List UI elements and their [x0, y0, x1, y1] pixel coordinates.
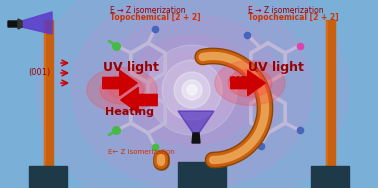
Ellipse shape — [187, 85, 197, 95]
Bar — [178, 162, 226, 188]
Polygon shape — [22, 12, 52, 34]
Text: Heating: Heating — [105, 107, 154, 117]
Ellipse shape — [215, 61, 285, 105]
Polygon shape — [178, 111, 214, 133]
Text: Topochemical [2 + 2]: Topochemical [2 + 2] — [248, 13, 339, 22]
Ellipse shape — [174, 72, 210, 108]
Polygon shape — [18, 19, 22, 29]
Ellipse shape — [102, 15, 282, 165]
Ellipse shape — [36, 0, 348, 188]
Bar — [43, 20, 53, 166]
Text: E← Z isomerization: E← Z isomerization — [108, 149, 175, 155]
Polygon shape — [22, 12, 52, 34]
Polygon shape — [8, 21, 22, 27]
Text: E → Z isomerization: E → Z isomerization — [248, 6, 324, 15]
Ellipse shape — [100, 76, 144, 104]
Ellipse shape — [87, 68, 157, 112]
Ellipse shape — [109, 82, 135, 98]
Ellipse shape — [237, 75, 263, 91]
Bar — [29, 166, 67, 188]
Ellipse shape — [146, 52, 238, 128]
Text: E → Z isomerization: E → Z isomerization — [110, 6, 186, 15]
Bar — [325, 20, 335, 166]
Polygon shape — [192, 133, 200, 143]
Text: UV light: UV light — [103, 61, 159, 74]
Ellipse shape — [162, 60, 222, 120]
Ellipse shape — [182, 80, 202, 100]
Text: UV light: UV light — [248, 61, 304, 74]
Text: Topochemical [2 + 2]: Topochemical [2 + 2] — [110, 13, 201, 22]
Text: (001̅): (001̅) — [228, 76, 248, 84]
Ellipse shape — [147, 45, 237, 135]
Text: (001): (001) — [28, 68, 50, 77]
Ellipse shape — [126, 35, 258, 145]
Ellipse shape — [228, 69, 272, 97]
Ellipse shape — [72, 0, 312, 188]
Bar — [311, 166, 349, 188]
